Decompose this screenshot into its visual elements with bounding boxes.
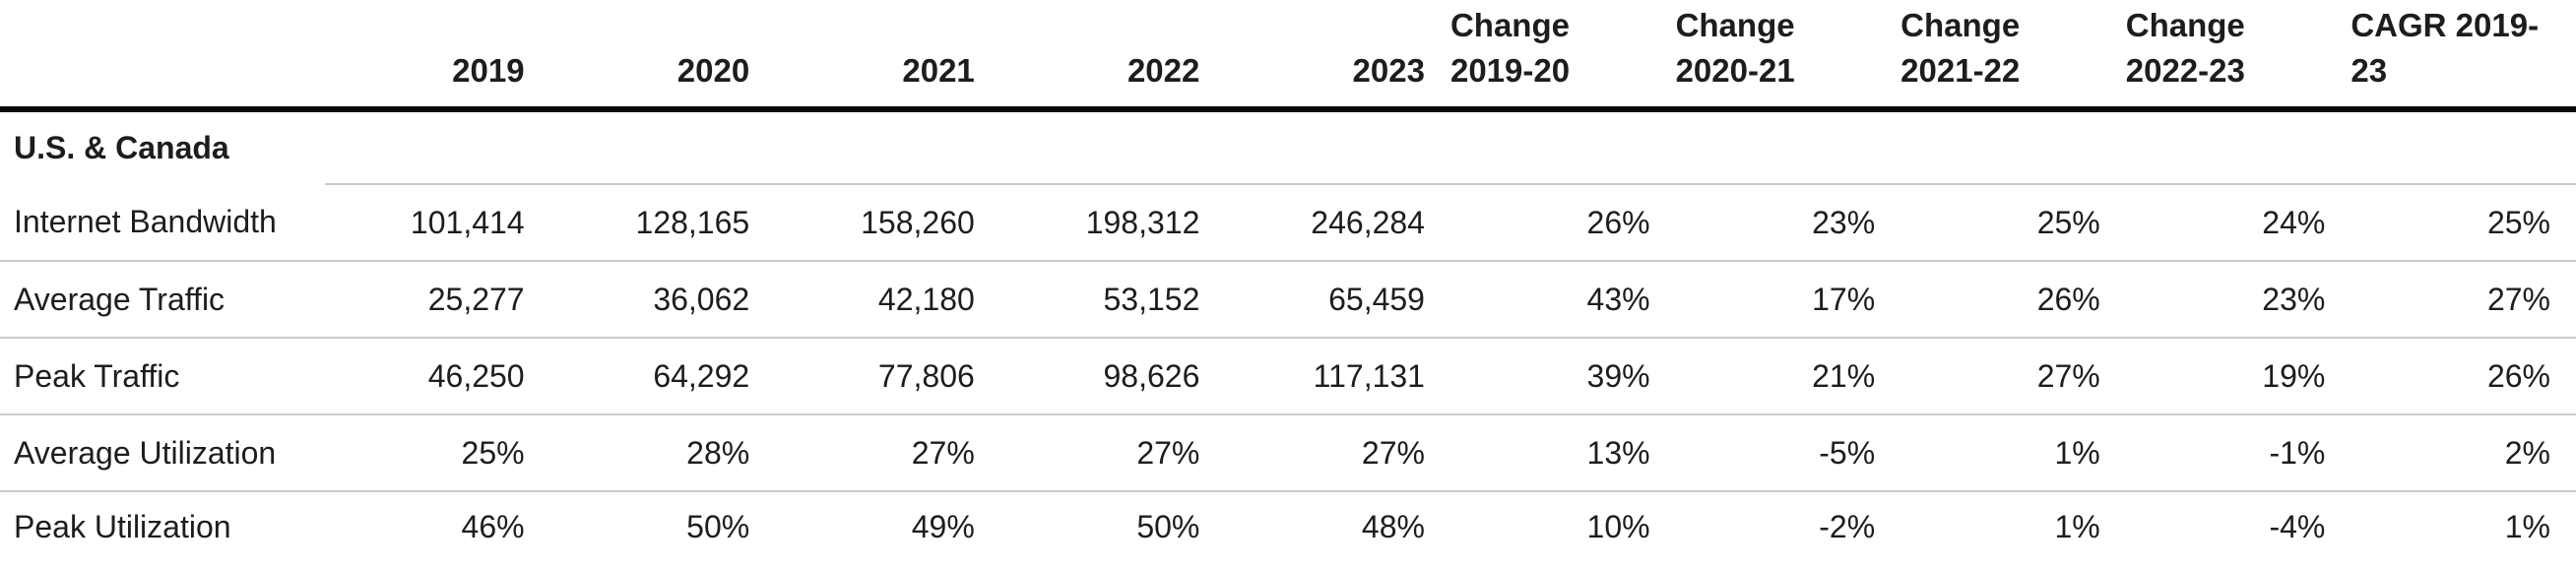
- column-header-2023: 2023: [1225, 0, 1450, 112]
- section-row-spacer-cell: [2125, 109, 2351, 185]
- section-row-spacer-cell: [775, 109, 1000, 185]
- table-cell: 50%: [999, 490, 1226, 562]
- table-cell: 50%: [549, 490, 776, 562]
- section-row-spacer-cell: [1900, 109, 2126, 185]
- table-cell: 23%: [2125, 260, 2351, 338]
- table-row-average-utilization: Average Utilization 25% 28% 27% 27% 27% …: [0, 413, 2576, 491]
- table-cell: 19%: [2125, 337, 2351, 414]
- table-cell: 36,062: [549, 260, 776, 338]
- table-cell: 65,459: [1225, 260, 1450, 338]
- table-cell: 27%: [2351, 260, 2576, 338]
- row-label: Average Utilization: [0, 413, 325, 491]
- row-label: Peak Utilization: [0, 490, 325, 562]
- column-header-2022: 2022: [999, 0, 1226, 112]
- table-cell: 1%: [1900, 490, 2126, 562]
- table-cell: 25%: [2486, 204, 2550, 240]
- table-cell: 101,414: [410, 204, 525, 240]
- table-cell: 1%: [1900, 413, 2126, 491]
- table-cell: 42,180: [775, 260, 1000, 338]
- column-header-2021: 2021: [775, 0, 1000, 112]
- table-header-row: 2019 2020 2021 2022 2023 Change 2019-20 …: [0, 0, 2576, 112]
- table-cell: 27%: [1900, 337, 2126, 414]
- table-cell: 27%: [1225, 413, 1450, 491]
- table-cell: 198,312: [1085, 204, 1200, 240]
- table-row-internet-bandwidth: Internet Bandwidth 101,414 128,165 158,2…: [0, 184, 2576, 261]
- column-header-cagr-2019-23: CAGR 2019-23: [2351, 0, 2576, 112]
- table-cell: -5%: [1675, 413, 1901, 491]
- column-header-empty: [0, 0, 325, 112]
- table-cell: 25,277: [325, 260, 550, 338]
- table-cell: 246,284: [1311, 204, 1425, 240]
- table-cell: 158,260: [861, 204, 975, 240]
- table-cell: 128,165: [635, 204, 750, 240]
- column-header-change-2020-21: Change 2020-21: [1675, 0, 1901, 112]
- section-title: U.S. & Canada: [14, 130, 229, 165]
- table-cell: -2%: [1675, 490, 1901, 562]
- section-row-spacer-cell: [325, 109, 550, 185]
- column-header-change-2022-23: Change 2022-23: [2125, 0, 2351, 112]
- table-cell: 1%: [2351, 490, 2576, 562]
- table-cell: 21%: [1675, 337, 1901, 414]
- table-cell: 28%: [549, 413, 776, 491]
- table-cell: 27%: [775, 413, 1000, 491]
- table-cell: 98,626: [999, 337, 1226, 414]
- table-cell: 25%: [325, 413, 550, 491]
- table-cell: 39%: [1449, 337, 1676, 414]
- table-cell: 2%: [2351, 413, 2576, 491]
- section-row-spacer-cell: [1225, 109, 1450, 185]
- row-label: Peak Traffic: [0, 337, 325, 414]
- table-cell: 43%: [1449, 260, 1676, 338]
- table-row-peak-traffic: Peak Traffic 46,250 64,292 77,806 98,626…: [0, 337, 2576, 414]
- table-cell: 24%: [2262, 204, 2326, 240]
- table-cell: 17%: [1675, 260, 1901, 338]
- table-header: 2019 2020 2021 2022 2023 Change 2019-20 …: [0, 0, 2576, 112]
- column-header-change-2019-20: Change 2019-20: [1449, 0, 1676, 112]
- row-label: Internet Bandwidth: [14, 204, 277, 239]
- column-header-change-2021-22: Change 2021-22: [1900, 0, 2126, 112]
- table-cell: 10%: [1449, 490, 1676, 562]
- table-cell: 77,806: [775, 337, 1000, 414]
- row-label: Average Traffic: [0, 260, 325, 338]
- table-cell: 48%: [1225, 490, 1450, 562]
- table-cell: 25%: [2036, 204, 2100, 240]
- table-cell: -1%: [2125, 413, 2351, 491]
- section-row-spacer-cell: [549, 109, 776, 185]
- table-cell: 53,152: [999, 260, 1226, 338]
- section-row-spacer-cell: [1449, 109, 1676, 185]
- table-cell: 117,131: [1225, 337, 1450, 414]
- section-row-us-canada: U.S. & Canada: [0, 109, 2576, 185]
- table-cell: -4%: [2125, 490, 2351, 562]
- table-cell: 46%: [325, 490, 550, 562]
- section-row-spacer-cell: [2351, 109, 2576, 185]
- section-row-spacer-cell: [1675, 109, 1901, 185]
- table-cell: 13%: [1449, 413, 1676, 491]
- table-cell: 26%: [1586, 204, 1650, 240]
- column-header-2019: 2019: [325, 0, 550, 112]
- table-body: U.S. & Canada Internet Bandwidth 101,414…: [0, 109, 2576, 562]
- table-cell: 26%: [2351, 337, 2576, 414]
- table-cell: 26%: [1900, 260, 2126, 338]
- table-cell: 49%: [775, 490, 1000, 562]
- section-row-spacer-cell: [999, 109, 1226, 185]
- table-cell: 46,250: [325, 337, 550, 414]
- table-cell: 27%: [999, 413, 1226, 491]
- table-row-average-traffic: Average Traffic 25,277 36,062 42,180 53,…: [0, 260, 2576, 338]
- table-cell: 64,292: [549, 337, 776, 414]
- column-header-2020: 2020: [549, 0, 776, 112]
- table-cell: 23%: [1812, 204, 1876, 240]
- table-row-peak-utilization: Peak Utilization 46% 50% 49% 50% 48% 10%…: [0, 490, 2576, 562]
